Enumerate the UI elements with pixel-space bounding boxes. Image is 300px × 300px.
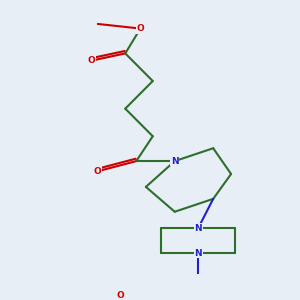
Text: N: N [194,224,202,233]
Text: O: O [94,167,102,176]
Text: N: N [194,249,202,258]
Text: O: O [136,24,144,33]
Text: O: O [116,292,124,300]
Text: O: O [87,56,95,65]
Text: N: N [171,157,178,166]
